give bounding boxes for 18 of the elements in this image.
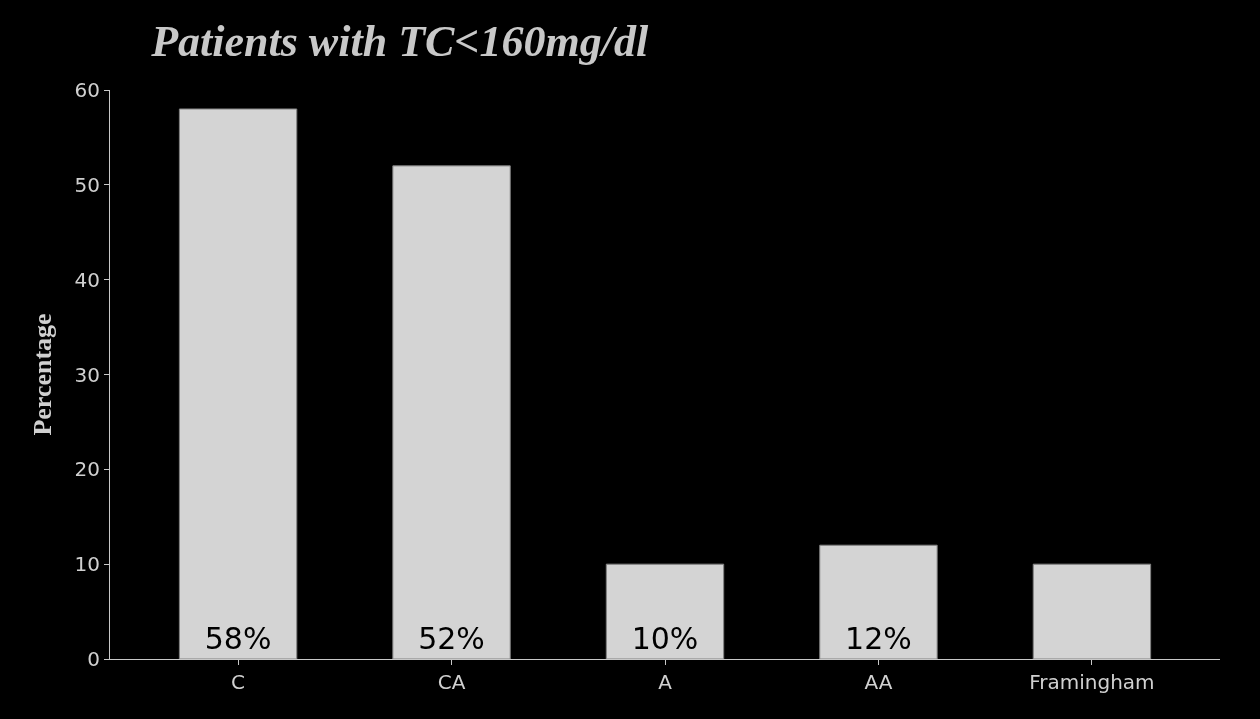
x-tick-label: Framingham <box>1029 670 1155 694</box>
y-tick-label: 60 <box>74 78 100 102</box>
y-axis-title: Percentage <box>27 313 57 436</box>
y-tick-label: 10 <box>74 552 100 577</box>
data-label: 52% <box>418 621 485 656</box>
y-tick-label: 40 <box>74 267 100 292</box>
x-tick-label: AA <box>864 670 893 694</box>
y-tick-label: 50 <box>74 172 100 197</box>
y-tick-label: 30 <box>74 362 100 387</box>
data-label: 58% <box>204 621 272 656</box>
chart-title: Patients with TC<160mg/dl <box>150 16 649 66</box>
x-tick-label: CA <box>437 670 466 694</box>
y-tick-label: 0 <box>87 647 100 671</box>
x-tick-label: A <box>658 670 673 694</box>
data-label: 12% <box>845 621 912 656</box>
x-tick-label: C <box>231 670 246 694</box>
data-label: 10% <box>631 621 699 656</box>
y-tick-label: 20 <box>74 457 100 482</box>
